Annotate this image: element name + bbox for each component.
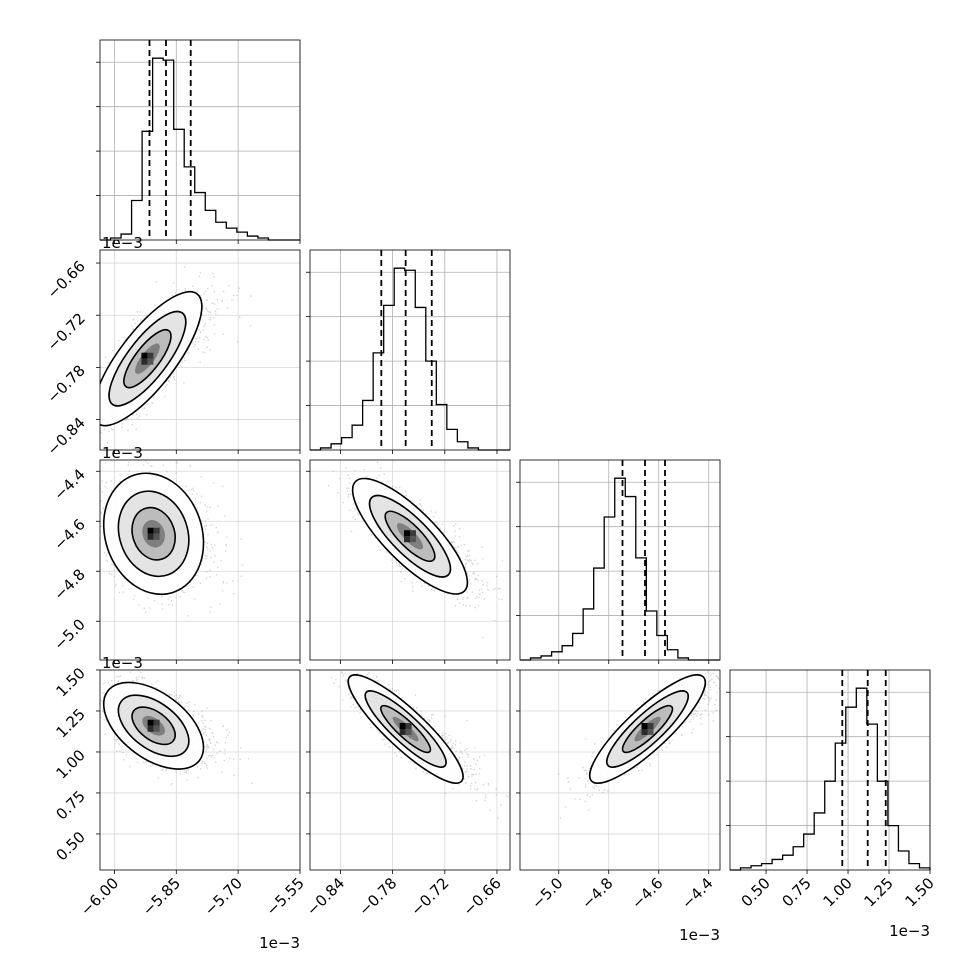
joint-panel-3-0: [96, 669, 301, 874]
y-offset-label: 1e−3: [102, 234, 143, 252]
density-peak: [647, 729, 654, 736]
joint-panel-2-0: [96, 459, 301, 664]
y-tick-label: −0.66: [44, 257, 89, 302]
panel-frame: [309, 459, 511, 661]
joint-panel-1-0: [96, 249, 301, 454]
density-peak: [641, 729, 648, 736]
density-peak: [153, 527, 160, 534]
x-offset-label: 1e−3: [259, 934, 300, 952]
x-tick-label: −0.66: [460, 874, 505, 919]
density-peak: [147, 725, 154, 732]
density-peak: [141, 358, 148, 365]
x-tick-label: −5.0: [528, 874, 566, 912]
x-tick-label: 1.50: [901, 874, 937, 910]
histogram-step: [730, 687, 931, 871]
histogram-panel-2: [516, 459, 721, 664]
x-tick-label: −6.00: [77, 874, 122, 919]
y-tick-label: 1.00: [52, 746, 88, 782]
panel-frame: [99, 39, 301, 241]
joint-content: [520, 670, 720, 870]
density-peak: [147, 533, 154, 540]
x-tick-label: −5.85: [139, 874, 184, 919]
y-tick-label: −0.78: [44, 361, 89, 406]
y-tick-label: −4.6: [50, 515, 88, 553]
panel-frame: [309, 669, 511, 871]
density-peak: [399, 723, 406, 730]
joint-panel-2-1: [306, 459, 511, 664]
joint-content: [310, 460, 510, 660]
density-peak: [404, 536, 410, 543]
x-tick-label: −5.55: [263, 874, 308, 919]
density-peak: [147, 527, 154, 534]
x-tick-label: −4.4: [678, 874, 716, 912]
density-peak: [147, 719, 154, 726]
panel-frame: [519, 459, 721, 661]
histogram-panel-1: [306, 249, 511, 454]
density-peak: [405, 729, 412, 736]
panel-frame: [519, 669, 721, 871]
density-peak: [404, 530, 410, 537]
histogram-step: [310, 267, 510, 451]
panel-frame: [309, 249, 511, 451]
density-peak: [641, 723, 648, 730]
x-tick-label: −0.78: [355, 874, 400, 919]
y-tick-label: 1.50: [52, 664, 88, 700]
x-tick-label: 0.50: [738, 874, 774, 910]
joint-panel-3-1: [306, 669, 511, 874]
panel-frame: [729, 669, 931, 871]
joint-content: [100, 250, 300, 450]
panel-frame: [99, 459, 301, 661]
histogram-panel-0: [96, 39, 301, 244]
histogram-panel-3: [726, 669, 931, 874]
y-tick-label: −0.72: [44, 309, 89, 354]
density-peak: [147, 352, 154, 359]
x-tick-label: −5.70: [201, 874, 246, 919]
density-peak: [153, 719, 160, 726]
panel-frame: [99, 669, 301, 871]
panel-frame: [99, 249, 301, 451]
joint-content: [100, 460, 300, 660]
histogram-step: [100, 57, 300, 241]
density-peak: [410, 536, 416, 543]
x-tick-label: −0.72: [407, 874, 452, 919]
y-tick-label: 1.25: [52, 705, 88, 741]
x-tick-label: 0.75: [779, 874, 815, 910]
y-offset-label: 1e−3: [102, 444, 143, 462]
y-tick-label: 0.50: [52, 828, 88, 864]
x-offset-label: 1e−3: [679, 926, 720, 944]
density-peak: [147, 358, 154, 365]
density-peak: [405, 723, 412, 730]
density-peak: [399, 729, 406, 736]
density-peak: [141, 352, 148, 359]
x-tick-label: 1.00: [820, 874, 856, 910]
joint-panel-3-2: [516, 669, 721, 874]
y-offset-label: 1e−3: [102, 654, 143, 672]
y-tick-label: 0.75: [52, 787, 88, 823]
x-tick-label: 1.25: [860, 874, 896, 910]
x-tick-label: −4.8: [578, 874, 616, 912]
x-tick-label: −0.84: [303, 874, 348, 919]
joint-content: [310, 670, 510, 870]
y-tick-label: −4.8: [50, 565, 88, 603]
histogram-step: [520, 477, 720, 661]
density-peak: [410, 530, 416, 537]
y-tick-label: −5.0: [50, 615, 88, 653]
y-tick-label: −4.4: [50, 465, 88, 503]
density-peak: [647, 723, 654, 730]
y-tick-label: −0.84: [44, 414, 89, 459]
density-peak: [153, 533, 160, 540]
density-peak: [153, 725, 160, 732]
x-tick-label: −4.6: [628, 874, 666, 912]
joint-content: [100, 670, 300, 870]
x-offset-label: 1e−3: [889, 922, 930, 940]
